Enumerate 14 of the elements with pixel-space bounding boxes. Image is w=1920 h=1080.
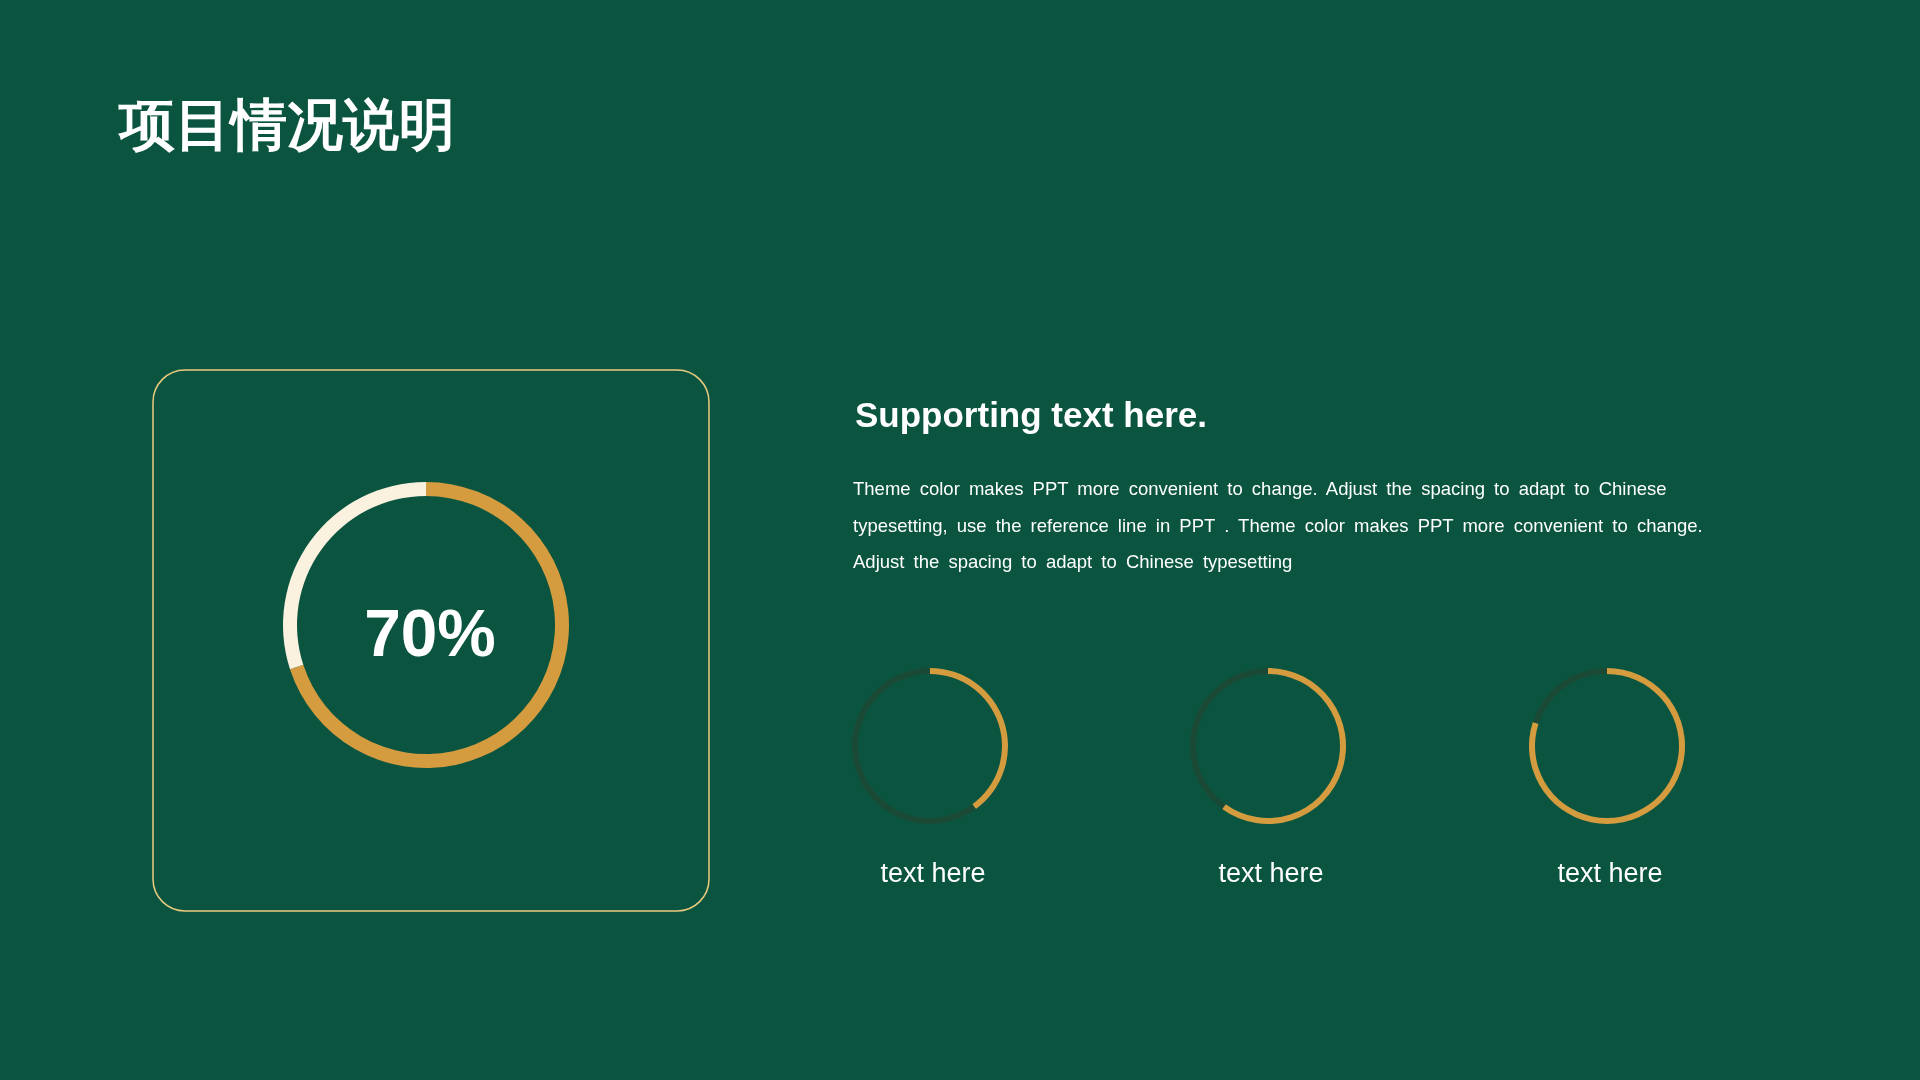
text: 项目情况说明 xyxy=(117,93,455,156)
donut-slice xyxy=(1529,668,1685,824)
donut-slice xyxy=(930,668,1008,810)
donut-slice xyxy=(1190,668,1268,810)
data-label: 70% xyxy=(364,595,496,670)
text: Theme color makes PPT more convenient to change. Adjust the spacing to adapt to Chinese typesetting, use the reference line in PPT . Theme color makes PPT more convenient to change. Adjust the spacing to adapt to Chinese typesetting xyxy=(853,478,1703,572)
text: text here xyxy=(1557,858,1663,888)
text: Supporting text here. xyxy=(855,395,1207,434)
donut-slice xyxy=(852,668,976,824)
text: text here xyxy=(880,858,986,888)
donut-slice xyxy=(1532,668,1607,724)
donut-slice xyxy=(1222,668,1346,824)
text: text here xyxy=(1218,858,1324,888)
donut-slice xyxy=(290,482,569,768)
